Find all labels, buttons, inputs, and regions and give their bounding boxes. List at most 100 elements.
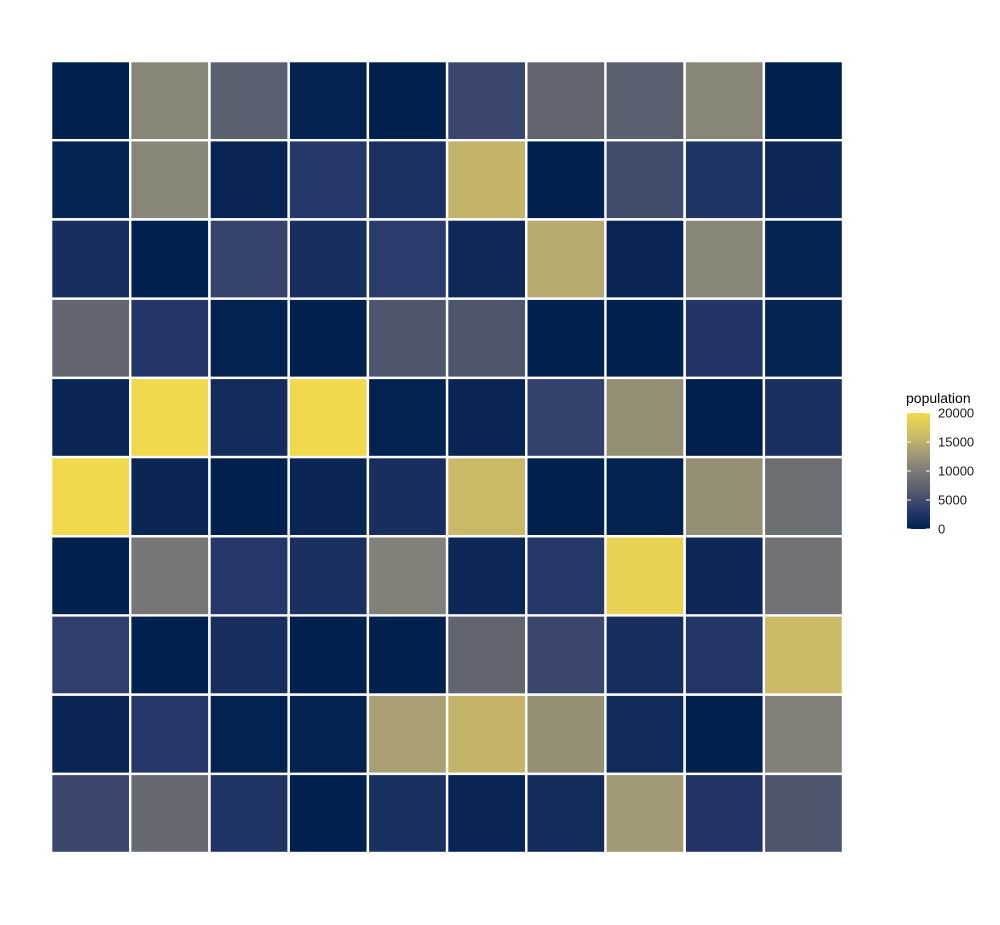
- legend-tick-label: 20000: [938, 406, 974, 421]
- heatmap-cell-r4-c9: [765, 379, 842, 456]
- heatmap-cell-r0-c5: [448, 62, 525, 139]
- heatmap-cell-r8-c0: [52, 695, 129, 773]
- heatmap-cell-r6-c5: [448, 537, 525, 615]
- heatmap-cell-r2-c2: [210, 220, 288, 298]
- heatmap-cell-r2-c0: [52, 220, 129, 298]
- heatmap-cell-r6-c2: [210, 537, 288, 615]
- heatmap-cell-r7-c2: [210, 616, 288, 694]
- heatmap-cell-r2-c3: [289, 220, 367, 298]
- heatmap-cell-r1-c5: [448, 141, 525, 219]
- heatmap-cell-r7-c4: [369, 616, 446, 694]
- heatmap-cell-r3-c0: [52, 299, 129, 377]
- heatmap-cell-r0-c0: [52, 62, 129, 139]
- heatmap-cell-r9-c6: [527, 775, 605, 852]
- heatmap-cell-r0-c7: [606, 62, 684, 139]
- heatmap-cell-r3-c1: [131, 299, 209, 377]
- heatmap-cell-r6-c7: [606, 537, 684, 615]
- heatmap-cell-r9-c2: [210, 775, 288, 852]
- heatmap-cell-r3-c5: [448, 299, 525, 377]
- heatmap-cell-r1-c9: [765, 141, 842, 219]
- heatmap-cell-r7-c6: [527, 616, 605, 694]
- heatmap-cell-r0-c8: [685, 62, 763, 139]
- heatmap-cell-r0-c2: [210, 62, 288, 139]
- heatmap-cell-r1-c8: [685, 141, 763, 219]
- heatmap-tiles: [52, 62, 842, 852]
- legend-tick-label: 0: [938, 522, 945, 537]
- heatmap-cell-r1-c4: [369, 141, 446, 219]
- heatmap-cell-r7-c0: [52, 616, 129, 694]
- heatmap-cell-r8-c9: [765, 695, 842, 773]
- heatmap-cell-r2-c7: [606, 220, 684, 298]
- heatmap-cell-r6-c3: [289, 537, 367, 615]
- heatmap-cell-r1-c2: [210, 141, 288, 219]
- heatmap-cell-r7-c5: [448, 616, 525, 694]
- heatmap-cell-r4-c5: [448, 379, 525, 456]
- heatmap-cell-r4-c7: [606, 379, 684, 456]
- heatmap-cell-r3-c6: [527, 299, 605, 377]
- legend-colorbar: [907, 413, 930, 529]
- heatmap-cell-r8-c6: [527, 695, 605, 773]
- heatmap-cell-r9-c4: [369, 775, 446, 852]
- heatmap-cell-r1-c0: [52, 141, 129, 219]
- heatmap-cell-r5-c3: [289, 458, 367, 535]
- heatmap-cell-r1-c7: [606, 141, 684, 219]
- legend-tick-label: 10000: [938, 464, 974, 479]
- heatmap-cell-r3-c2: [210, 299, 288, 377]
- heatmap-cell-r5-c6: [527, 458, 605, 535]
- heatmap-cell-r9-c5: [448, 775, 525, 852]
- heatmap-cell-r6-c0: [52, 537, 129, 615]
- heatmap-cell-r6-c4: [369, 537, 446, 615]
- heatmap-cell-r5-c5: [448, 458, 525, 535]
- heatmap-cell-r8-c7: [606, 695, 684, 773]
- heatmap-cell-r9-c7: [606, 775, 684, 852]
- legend-tick-label: 15000: [938, 435, 974, 450]
- heatmap-cell-r1-c1: [131, 141, 209, 219]
- heatmap-cell-r5-c4: [369, 458, 446, 535]
- heatmap-cell-r2-c8: [685, 220, 763, 298]
- heatmap-cell-r4-c6: [527, 379, 605, 456]
- heatmap-cell-r4-c4: [369, 379, 446, 456]
- heatmap-cell-r2-c5: [448, 220, 525, 298]
- heatmap-cell-r1-c3: [289, 141, 367, 219]
- heatmap-cell-r4-c0: [52, 379, 129, 456]
- heatmap-cell-r8-c1: [131, 695, 209, 773]
- heatmap-cell-r8-c3: [289, 695, 367, 773]
- heatmap-cell-r4-c3: [289, 379, 367, 456]
- heatmap-cell-r2-c1: [131, 220, 209, 298]
- heatmap-cell-r3-c8: [685, 299, 763, 377]
- heatmap-cell-r4-c2: [210, 379, 288, 456]
- heatmap-cell-r9-c9: [765, 775, 842, 852]
- legend-title: population: [906, 390, 971, 406]
- heatmap-cell-r5-c9: [765, 458, 842, 535]
- heatmap-cell-r9-c1: [131, 775, 209, 852]
- heatmap-cell-r9-c0: [52, 775, 129, 852]
- heatmap-cell-r2-c4: [369, 220, 446, 298]
- heatmap-cell-r5-c7: [606, 458, 684, 535]
- heatmap-cell-r4-c1: [131, 379, 209, 456]
- heatmap-cell-r2-c9: [765, 220, 842, 298]
- heatmap-cell-r7-c3: [289, 616, 367, 694]
- heatmap-cell-r8-c5: [448, 695, 525, 773]
- heatmap-cell-r3-c9: [765, 299, 842, 377]
- heatmap-cell-r5-c2: [210, 458, 288, 535]
- heatmap-cell-r6-c1: [131, 537, 209, 615]
- heatmap-cell-r6-c6: [527, 537, 605, 615]
- legend: population 0 5000 10000 15000 20000: [906, 390, 974, 537]
- heatmap-cell-r2-c6: [527, 220, 605, 298]
- heatmap-cell-r8-c8: [685, 695, 763, 773]
- heatmap-cell-r8-c4: [369, 695, 446, 773]
- heatmap-cell-r8-c2: [210, 695, 288, 773]
- heatmap-cell-r5-c1: [131, 458, 209, 535]
- heatmap-cell-r7-c7: [606, 616, 684, 694]
- heatmap-cell-r0-c1: [131, 62, 209, 139]
- heatmap-cell-r3-c4: [369, 299, 446, 377]
- heatmap-cell-r7-c1: [131, 616, 209, 694]
- heatmap-cell-r3-c7: [606, 299, 684, 377]
- heatmap-cell-r9-c3: [289, 775, 367, 852]
- heatmap-cell-r0-c4: [369, 62, 446, 139]
- heatmap-cell-r3-c3: [289, 299, 367, 377]
- heatmap-cell-r0-c9: [765, 62, 842, 139]
- heatmap-cell-r5-c0: [52, 458, 129, 535]
